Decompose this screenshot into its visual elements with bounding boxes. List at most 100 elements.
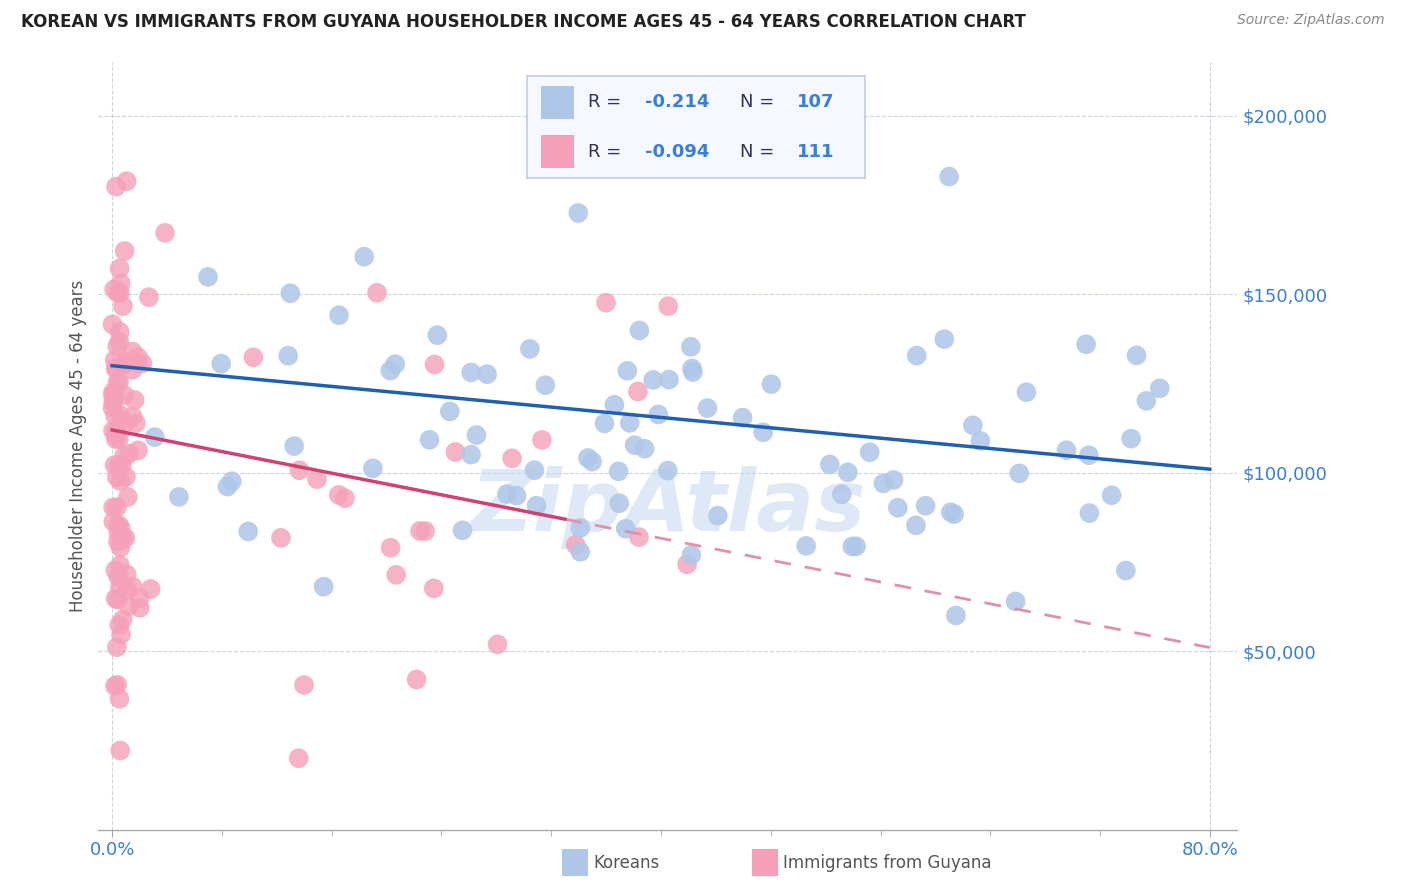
Point	[444, 445, 467, 459]
Point	[280, 286, 302, 301]
Point	[486, 637, 509, 651]
Point	[501, 451, 523, 466]
Point	[1015, 385, 1038, 400]
Point	[242, 351, 264, 365]
Point	[167, 490, 190, 504]
Point	[495, 487, 517, 501]
Point	[101, 424, 124, 438]
Point	[112, 388, 135, 402]
Point	[124, 392, 146, 407]
Point	[1074, 337, 1097, 351]
Point	[107, 376, 129, 390]
Text: Koreans: Koreans	[593, 854, 659, 871]
Text: 107: 107	[797, 94, 835, 112]
Point	[108, 558, 131, 573]
Point	[938, 169, 960, 184]
Point	[384, 357, 406, 371]
Point	[101, 395, 124, 409]
Point	[103, 282, 125, 296]
Point	[108, 285, 131, 300]
Point	[131, 356, 153, 370]
Point	[277, 349, 299, 363]
Point	[603, 398, 626, 412]
Text: Source: ZipAtlas.com: Source: ZipAtlas.com	[1237, 13, 1385, 28]
Point	[101, 318, 124, 332]
Point	[423, 582, 446, 596]
Point	[962, 418, 984, 433]
Point	[111, 613, 134, 627]
Text: ZipAtlas: ZipAtlas	[470, 466, 866, 549]
Point	[905, 349, 928, 363]
Bar	[541, 87, 575, 119]
Point	[534, 378, 557, 392]
Point	[328, 308, 350, 322]
Point	[904, 518, 927, 533]
Text: Immigrants from Guyana: Immigrants from Guyana	[783, 854, 991, 871]
Point	[114, 244, 136, 258]
Point	[197, 269, 219, 284]
Point	[439, 404, 461, 418]
Point	[127, 356, 149, 370]
Point	[110, 474, 132, 488]
Point	[681, 361, 703, 376]
Point	[107, 570, 129, 584]
Point	[312, 580, 335, 594]
Point	[107, 517, 129, 532]
Bar	[541, 136, 575, 168]
Point	[569, 521, 592, 535]
Point	[104, 563, 127, 577]
Point	[1054, 443, 1077, 458]
Point	[107, 525, 129, 540]
Point	[217, 479, 239, 493]
Point	[110, 277, 132, 291]
Point	[104, 390, 127, 404]
Point	[121, 344, 143, 359]
Point	[1119, 432, 1142, 446]
Point	[366, 285, 388, 300]
Point	[623, 438, 645, 452]
Point	[305, 472, 328, 486]
Point	[108, 618, 131, 632]
Point	[1149, 381, 1171, 395]
Point	[128, 591, 150, 605]
Point	[105, 640, 128, 655]
Point	[419, 433, 441, 447]
Point	[460, 448, 482, 462]
Point	[110, 408, 132, 422]
Point	[607, 464, 630, 478]
Text: R =: R =	[588, 143, 621, 161]
Point	[114, 416, 136, 430]
Point	[706, 508, 728, 523]
Point	[1004, 594, 1026, 608]
Point	[108, 432, 131, 446]
Point	[872, 476, 894, 491]
Point	[110, 541, 132, 555]
Point	[125, 416, 148, 430]
Point	[564, 538, 586, 552]
Point	[380, 363, 402, 377]
Point	[110, 521, 132, 535]
Point	[104, 458, 127, 472]
Point	[105, 339, 128, 353]
Y-axis label: Householder Income Ages 45 - 64 years: Householder Income Ages 45 - 64 years	[69, 280, 87, 612]
Point	[423, 358, 446, 372]
Point	[328, 488, 350, 502]
Point	[105, 422, 128, 436]
Point	[581, 455, 603, 469]
Point	[138, 290, 160, 304]
Point	[292, 678, 315, 692]
Text: N =: N =	[740, 143, 775, 161]
Point	[643, 373, 665, 387]
Point	[1008, 467, 1031, 481]
Point	[101, 385, 124, 400]
Point	[105, 500, 128, 515]
Point	[221, 475, 243, 489]
Point	[658, 373, 681, 387]
Point	[627, 384, 650, 399]
Point	[287, 751, 309, 765]
Point	[107, 592, 129, 607]
Text: -0.214: -0.214	[645, 94, 710, 112]
Point	[530, 433, 553, 447]
Point	[143, 430, 166, 444]
Point	[859, 445, 882, 459]
